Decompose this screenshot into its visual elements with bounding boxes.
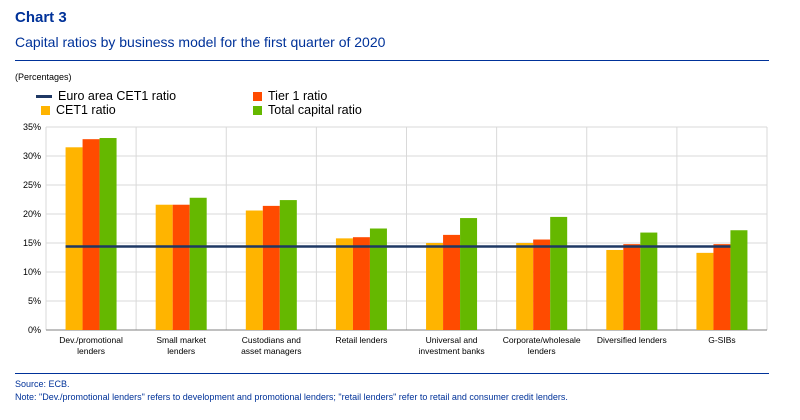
source-note: Source: ECB. [15, 379, 70, 389]
bar-cet1 [335, 238, 353, 330]
x-tick-label: Universal and [426, 335, 478, 345]
bar-tier1 [82, 139, 100, 330]
bar-cet1 [696, 252, 714, 330]
x-tick-label: lenders [528, 346, 556, 356]
x-tick-label: lenders [77, 346, 105, 356]
bar-cet1 [426, 243, 444, 330]
y-tick-label: 25% [23, 180, 41, 190]
bar-total [460, 218, 478, 330]
x-tick-label: Custodians and [242, 335, 301, 345]
y-tick-label: 0% [28, 325, 41, 335]
bar-cet1 [155, 204, 173, 330]
chart-number: Chart 3 [15, 9, 67, 26]
y-tick-label: 30% [23, 151, 41, 161]
legend-label: CET1 ratio [56, 103, 116, 117]
x-tick-label: investment banks [418, 346, 484, 356]
bar-cet1 [245, 210, 263, 330]
legend-label: Tier 1 ratio [268, 89, 328, 103]
y-tick-label: 15% [23, 238, 41, 248]
x-tick-label: Corporate/wholesale [503, 335, 581, 345]
y-tick-label: 10% [23, 267, 41, 277]
unit-label: (Percentages) [15, 72, 72, 82]
legend-cet1: CET1 ratio [41, 103, 116, 117]
chart-title: Capital ratios by business model for the… [15, 34, 386, 50]
bar-tier1 [262, 205, 280, 330]
x-tick-label: asset managers [241, 346, 301, 356]
legend-line-swatch [36, 94, 52, 98]
bar-total [189, 197, 207, 330]
bar-total [730, 230, 748, 330]
y-tick-label: 35% [23, 122, 41, 132]
bar-total [640, 232, 658, 330]
bar-total [99, 138, 117, 330]
bar-total [369, 228, 387, 330]
x-tick-label: Diversified lenders [597, 335, 667, 345]
x-tick-label: Small market [156, 335, 206, 345]
legend-swatch [253, 105, 262, 115]
legend-label: Euro area CET1 ratio [58, 89, 177, 103]
top-rule [15, 60, 769, 61]
legend-swatch [253, 91, 262, 101]
y-tick-label: 5% [28, 296, 41, 306]
legend-swatch [41, 105, 50, 115]
bar-tier1 [172, 204, 190, 330]
x-tick-label: G-SIBs [708, 335, 735, 345]
legend-euro-area-cet1: Euro area CET1 ratio [36, 89, 176, 103]
x-tick-label: Retail lenders [335, 335, 387, 345]
bar-cet1 [606, 249, 624, 330]
bar-tier1 [533, 239, 551, 330]
bottom-rule [15, 373, 769, 374]
bar-tier1 [352, 237, 370, 330]
bar-total [279, 200, 297, 330]
bar-tier1 [623, 244, 641, 330]
bar-tier1 [713, 244, 731, 330]
x-tick-label: Dev./promotional [59, 335, 123, 345]
legend-tier1: Tier 1 ratio [253, 89, 327, 103]
bar-total [550, 216, 568, 330]
bar-cet1 [65, 147, 83, 330]
legend-total-capital: Total capital ratio [253, 103, 362, 117]
x-tick-label: lenders [167, 346, 195, 356]
footnote: Note: "Dev./promotional lenders" refers … [15, 392, 568, 402]
bar-cet1 [516, 243, 534, 330]
y-tick-label: 20% [23, 209, 41, 219]
legend-label: Total capital ratio [268, 103, 362, 117]
bar-tier1 [443, 234, 461, 330]
